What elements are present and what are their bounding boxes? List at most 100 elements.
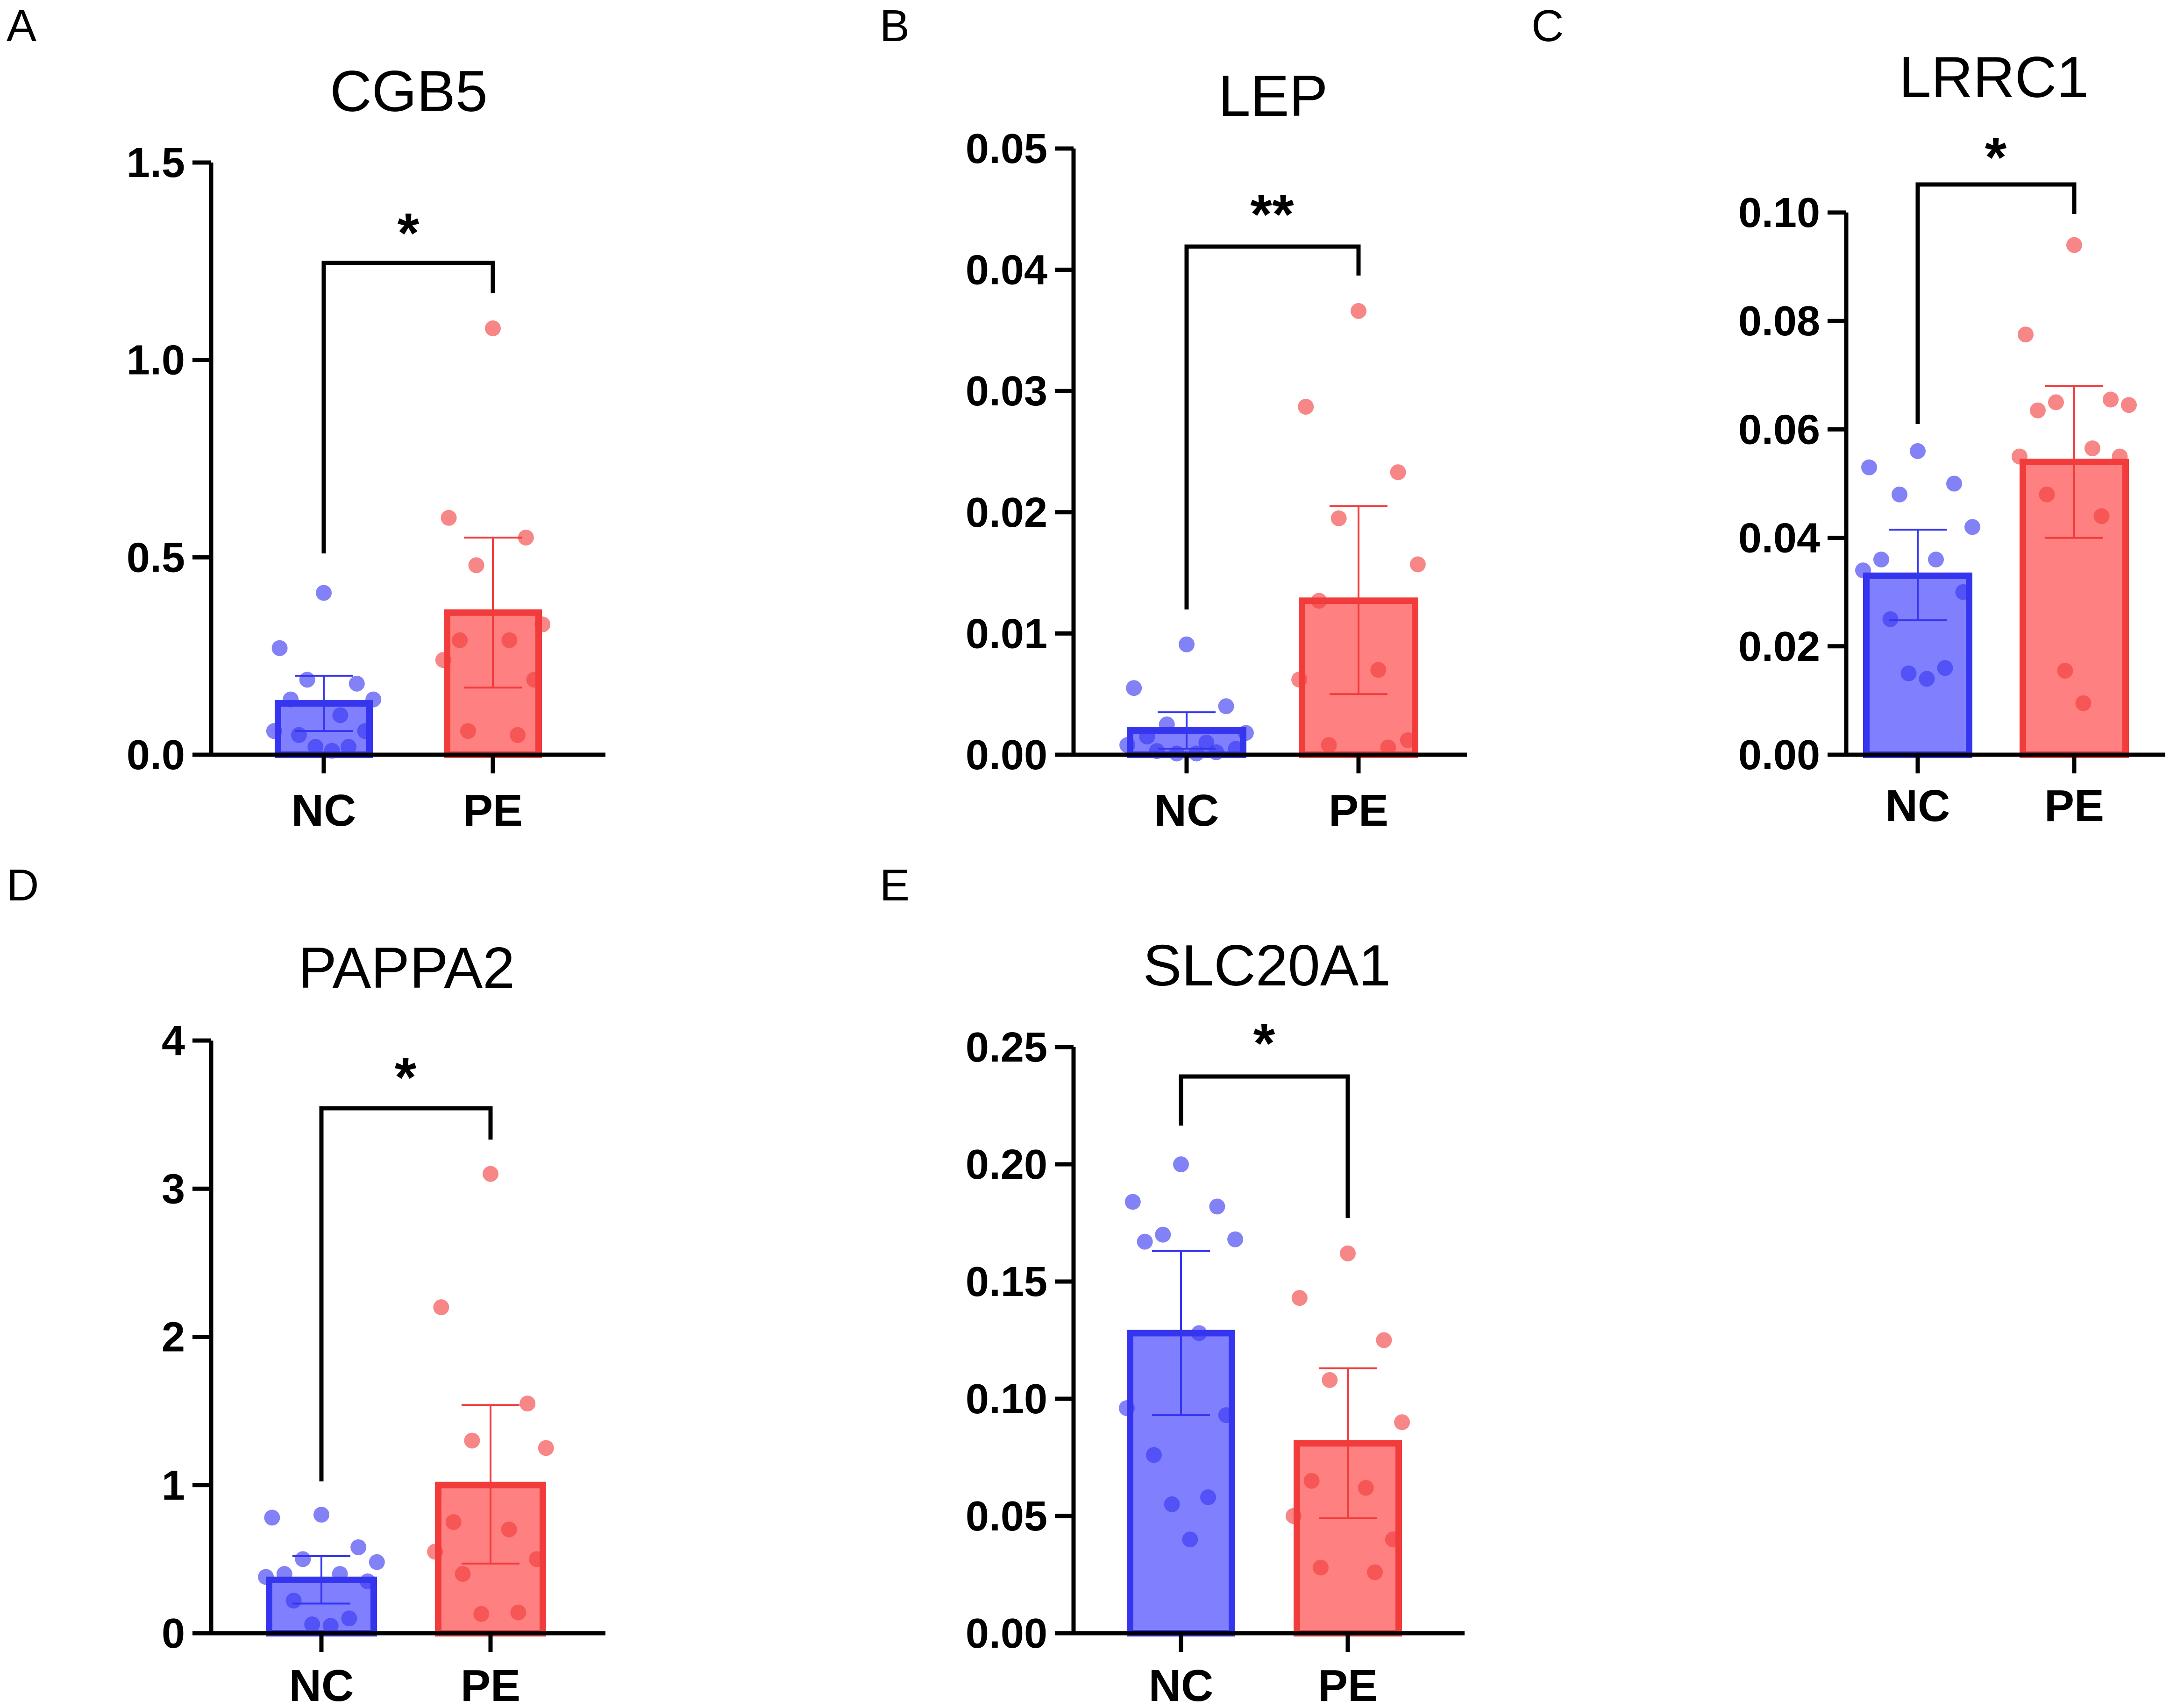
data-point-nc-d — [350, 1539, 367, 1555]
data-point-pe-d — [538, 1440, 554, 1456]
data-point-nc-c — [1855, 562, 1871, 579]
axes-d — [209, 1041, 605, 1636]
significance-label-b: ** — [1250, 183, 1294, 246]
data-point-nc-a — [283, 691, 299, 708]
data-point-nc-c — [1892, 486, 1907, 503]
data-point-pe-a — [510, 727, 526, 743]
data-point-nc-a — [299, 672, 315, 688]
data-point-pe-a — [485, 320, 501, 337]
chart-title-a: CGB5 — [330, 59, 488, 124]
data-point-pe-e — [1291, 1290, 1308, 1306]
y-tick-label-b-2: 0.02 — [966, 489, 1047, 536]
data-point-nc-b — [1238, 725, 1254, 741]
y-tick-label-b-4: 0.04 — [966, 247, 1047, 294]
data-point-nc-d — [304, 1616, 320, 1632]
chart-title-e: SLC20A1 — [1143, 934, 1391, 998]
data-point-pe-e — [1394, 1414, 1410, 1431]
data-point-nc-a — [271, 640, 288, 656]
data-point-pe-e — [1358, 1480, 1374, 1496]
panel-b: B LEP 0.00 0.01 0.02 0.03 0.04 0.05 NC PE ** — [880, 1, 1467, 836]
data-point-pe-c — [2103, 391, 2119, 408]
data-point-nc-d — [369, 1554, 385, 1570]
data-point-pe-b — [1311, 593, 1327, 609]
x-tick-label-nc-b: NC — [1154, 786, 1219, 836]
x-tick-label-pe-b: PE — [1329, 786, 1388, 836]
data-point-pe-a — [526, 672, 542, 688]
y-tick-label-d-3: 3 — [162, 1166, 185, 1212]
data-point-pe-d — [433, 1299, 449, 1316]
data-point-pe-c — [2066, 237, 2082, 253]
panel-letter-c: C — [1531, 1, 1564, 51]
data-point-pe-b — [1380, 739, 1396, 756]
data-point-nc-a — [357, 723, 373, 739]
data-point-nc-d — [313, 1507, 329, 1523]
data-point-pe-b — [1291, 672, 1308, 688]
chart-title-c: LRRC1 — [1899, 45, 2089, 110]
data-point-pe-e — [1322, 1372, 1338, 1388]
panel-c: C LRRC1 0.00 0.02 0.04 0.06 0.08 0.10 NC PE * — [1531, 1, 2165, 831]
data-point-nc-c — [1861, 459, 1877, 475]
data-point-pe-d — [510, 1604, 526, 1621]
data-point-pe-d — [519, 1395, 536, 1412]
data-point-pe-a — [452, 632, 468, 648]
data-point-pe-c — [2075, 695, 2092, 711]
data-point-nc-b — [1198, 735, 1215, 751]
data-point-pe-a — [441, 510, 457, 526]
significance-bracket-c — [1915, 182, 2077, 424]
data-point-pe-b — [1351, 303, 1366, 319]
data-point-nc-e — [1145, 1447, 1162, 1463]
y-tick-label-e-2: 0.10 — [966, 1376, 1047, 1423]
data-point-nc-a — [291, 727, 307, 743]
data-point-nc-d — [276, 1566, 292, 1582]
y-tick-label-d-4: 4 — [162, 1018, 185, 1064]
data-point-pe-b — [1298, 398, 1314, 415]
data-point-pe-d — [445, 1514, 462, 1530]
data-point-pe-d — [483, 1166, 498, 1182]
y-tick-label-e-4: 0.20 — [966, 1141, 1047, 1188]
data-point-pe-c — [2030, 402, 2046, 418]
data-point-nc-e — [1218, 1407, 1234, 1424]
data-point-pe-b — [1370, 662, 1387, 678]
y-tick-label-a-2: 1.0 — [127, 337, 185, 384]
data-point-nc-e — [1227, 1231, 1244, 1247]
data-point-nc-a — [349, 675, 365, 692]
data-point-pe-b — [1321, 737, 1337, 753]
data-point-pe-d — [455, 1566, 471, 1582]
data-point-pe-c — [2018, 326, 2034, 343]
y-tick-label-b-0: 0.00 — [966, 732, 1047, 779]
panel-letter-e: E — [880, 860, 910, 910]
data-point-pe-a — [501, 632, 518, 648]
y-tick-label-d-2: 2 — [162, 1314, 185, 1361]
significance-label-c: * — [1985, 126, 2007, 189]
significance-bracket-d — [319, 1106, 493, 1481]
data-point-nc-c — [1910, 443, 1926, 459]
y-tick-label-a-3: 1.5 — [127, 140, 185, 186]
significance-label-e: * — [1253, 1012, 1275, 1075]
y-tick-label-a-0: 0.0 — [127, 732, 185, 779]
data-point-pe-b — [1390, 464, 1406, 481]
x-tick-label-nc-e: NC — [1149, 1661, 1214, 1707]
data-point-nc-e — [1191, 1325, 1207, 1341]
data-point-nc-b — [1126, 680, 1142, 696]
data-point-nc-c — [1882, 611, 1899, 627]
data-point-nc-c — [1919, 671, 1935, 687]
data-point-nc-d — [332, 1566, 348, 1582]
significance-bracket-a — [321, 261, 495, 553]
y-tick-label-e-5: 0.25 — [966, 1024, 1047, 1071]
panel-letter-b: B — [880, 1, 910, 51]
data-point-pe-c — [2084, 440, 2100, 457]
data-point-nc-d — [285, 1593, 302, 1609]
data-point-nc-a — [316, 585, 332, 601]
y-tick-label-d-1: 1 — [162, 1462, 185, 1509]
data-point-pe-a — [468, 557, 484, 574]
significance-label-a: * — [398, 202, 420, 264]
y-tick-label-e-0: 0.00 — [966, 1610, 1047, 1657]
data-point-pe-c — [2048, 394, 2064, 411]
y-tick-label-c-0: 0.00 — [1738, 732, 1820, 779]
panel-letter-a: A — [7, 1, 36, 51]
x-tick-label-nc-d: NC — [289, 1661, 354, 1707]
y-tick-label-c-5: 0.10 — [1738, 190, 1820, 236]
data-point-pe-d — [473, 1606, 490, 1622]
data-point-nc-c — [1928, 552, 1944, 568]
